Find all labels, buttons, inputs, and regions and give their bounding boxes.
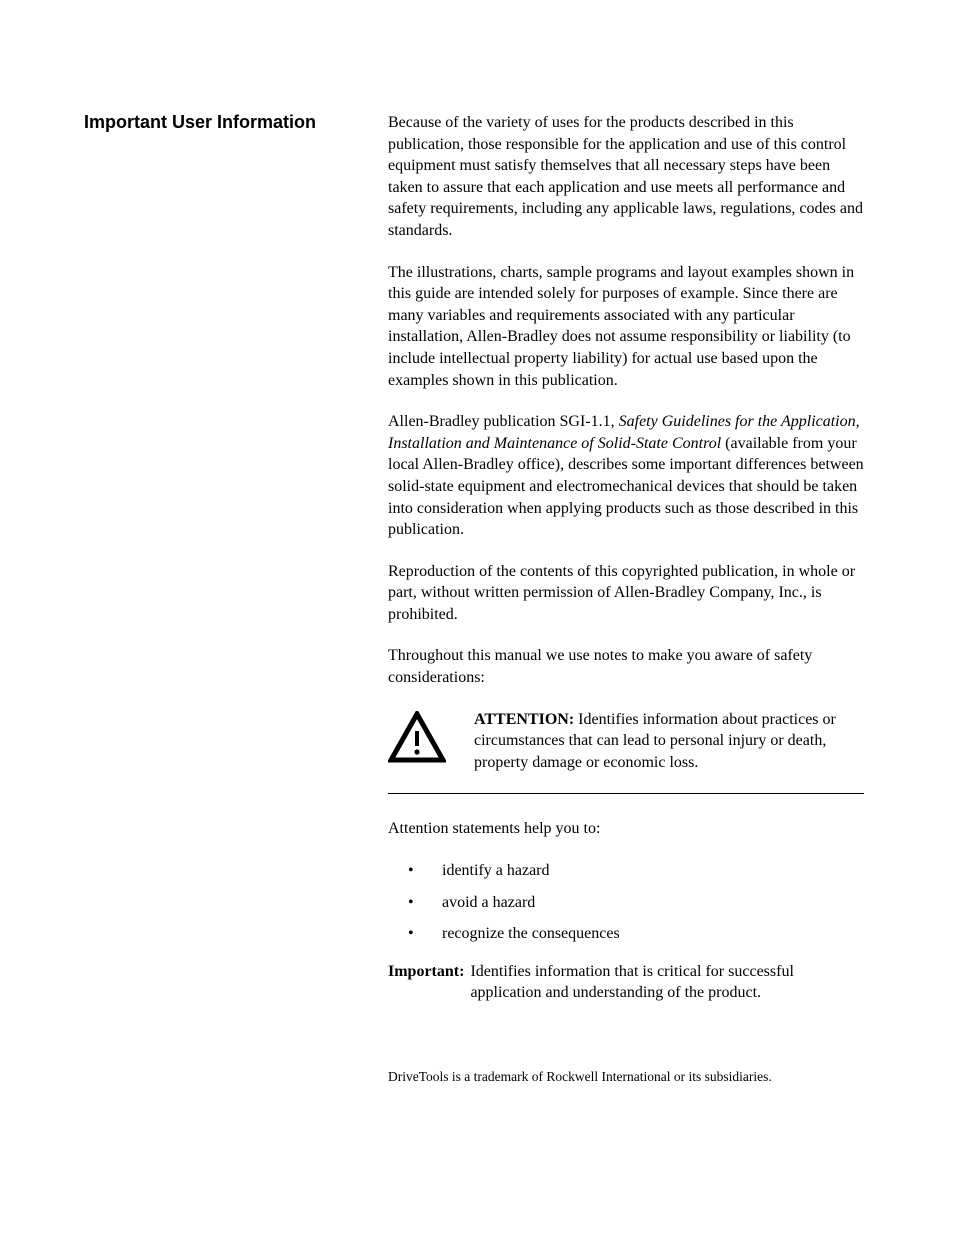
paragraph-5: Throughout this manual we use notes to m…	[388, 645, 864, 688]
paragraph-3-a: Allen-Bradley publication SGI-1.1,	[388, 413, 619, 430]
important-row: Important: Identifies information that i…	[388, 961, 864, 1004]
page: Important User Information Because of th…	[0, 0, 954, 1146]
trademark-notice: DriveTools is a trademark of Rockwell In…	[388, 1068, 864, 1086]
bullet-list: identify a hazard avoid a hazard recogni…	[388, 860, 864, 945]
content-row: Important User Information Because of th…	[84, 112, 864, 1086]
important-label: Important:	[388, 961, 464, 983]
warning-triangle-icon	[388, 711, 446, 768]
paragraph-2: The illustrations, charts, sample progra…	[388, 262, 864, 392]
list-item: identify a hazard	[388, 860, 864, 882]
list-item: avoid a hazard	[388, 892, 864, 914]
attention-help-intro: Attention statements help you to:	[388, 818, 864, 840]
list-item: recognize the consequences	[388, 923, 864, 945]
important-body: Identifies information that is critical …	[470, 961, 864, 1004]
attention-text: ATTENTION: Identifies information about …	[474, 709, 864, 774]
section-heading: Important User Information	[84, 112, 388, 133]
paragraph-4: Reproduction of the contents of this cop…	[388, 561, 864, 626]
attention-label: ATTENTION:	[474, 711, 574, 728]
left-column: Important User Information	[84, 112, 388, 133]
attention-block: ATTENTION: Identifies information about …	[388, 709, 864, 774]
paragraph-1: Because of the variety of uses for the p…	[388, 112, 864, 242]
paragraph-3: Allen-Bradley publication SGI-1.1, Safet…	[388, 411, 864, 541]
right-column: Because of the variety of uses for the p…	[388, 112, 864, 1086]
divider	[388, 793, 864, 794]
